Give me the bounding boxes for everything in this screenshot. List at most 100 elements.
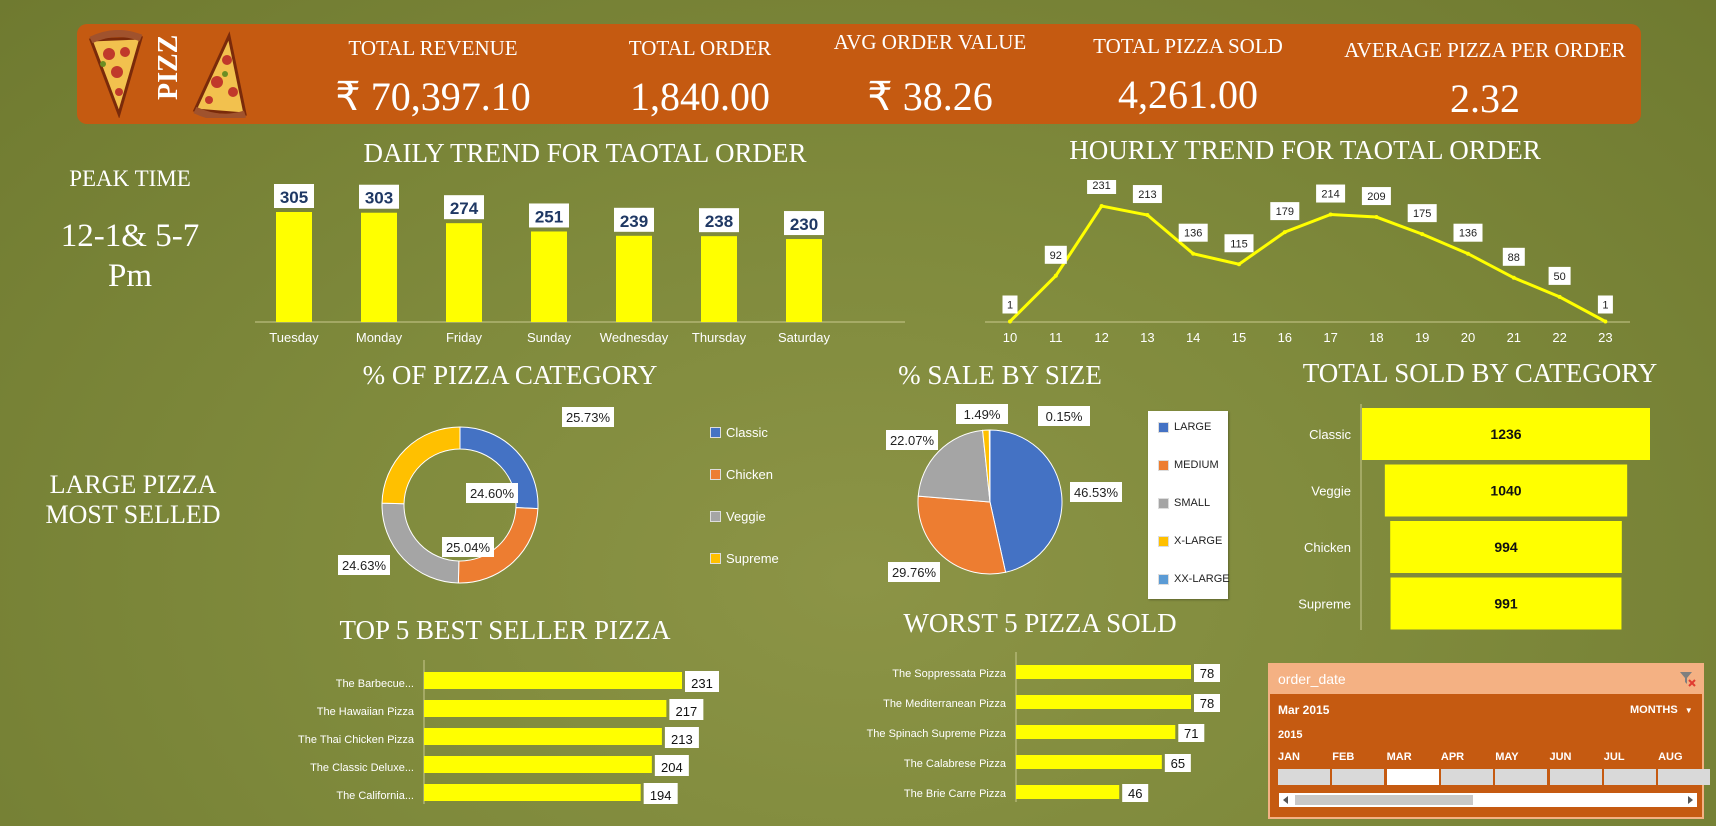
- data-label: 239: [620, 212, 648, 231]
- data-label: 217: [676, 704, 698, 719]
- month-tile-mar[interactable]: [1386, 769, 1439, 785]
- y-tick-label: Classic: [1309, 427, 1351, 442]
- hourly-trend-title: HOURLY TREND FOR TAOTAL ORDER: [1069, 135, 1541, 165]
- pizza-slice-icon: [88, 30, 144, 118]
- y-tick-label: The Classic Deluxe...: [310, 762, 414, 774]
- slicer-scrollbar[interactable]: [1279, 793, 1697, 807]
- scroll-right-icon[interactable]: [1685, 795, 1695, 805]
- data-label-box: [529, 203, 569, 228]
- data-label-box: [1361, 187, 1391, 206]
- data-label: 231: [1092, 180, 1110, 192]
- peak-time-value: 12-1& 5-7 Pm: [30, 216, 230, 296]
- data-label-box: [1178, 724, 1205, 742]
- month-label: AUG: [1658, 751, 1683, 763]
- daily-bar: [276, 212, 312, 322]
- bar: [424, 700, 667, 717]
- data-label-box: [669, 699, 704, 720]
- data-label-box: [1548, 266, 1571, 285]
- data-label-box: [654, 755, 689, 776]
- month-tile-jan[interactable]: [1278, 769, 1330, 785]
- month-label: JUN: [1549, 751, 1572, 763]
- x-tick-label: Thursday: [692, 330, 747, 345]
- scroll-thumb[interactable]: [1295, 795, 1473, 805]
- pizza-category-legend: Classic Chicken Veggie Supreme: [710, 425, 830, 585]
- month-label: MAY: [1495, 751, 1519, 763]
- data-label-box: [664, 727, 699, 748]
- pizza-category-chart: 25.73% 24.60% 25.04% 24.63%: [338, 407, 614, 584]
- hourly-trend-chart: 1109211231122131313614115151791621417209…: [985, 180, 1630, 345]
- data-label: 71: [1184, 726, 1198, 741]
- daily-bar: [361, 212, 397, 322]
- data-label: 251: [535, 207, 563, 226]
- legend-item: Classic: [710, 425, 768, 440]
- order-date-slicer[interactable]: order_date Mar 2015 MONTHS ▼ 2015 JAN FEB…: [1268, 663, 1711, 819]
- data-label: 92: [1050, 250, 1062, 262]
- kpi-avg-pizza-per-order: AVERAGE PIZZA PER ORDER 2.32: [1340, 38, 1630, 122]
- top5-chart: 231 The Barbecue... 217 The Hawaiian Pizza 2…: [298, 660, 719, 804]
- data-label: 24.60%: [470, 486, 515, 501]
- y-tick-label: Chicken: [1304, 540, 1351, 555]
- data-point: [1374, 215, 1379, 220]
- legend-item: Chicken: [710, 467, 773, 482]
- bar: [424, 784, 641, 801]
- y-tick-label: The Soppressata Pizza: [892, 668, 1007, 680]
- data-label: 991: [1494, 596, 1518, 612]
- data-label: 65: [1171, 756, 1185, 771]
- data-label: 136: [1184, 228, 1202, 240]
- data-label-box: [685, 671, 719, 692]
- data-label-box: [1070, 482, 1122, 502]
- pie-slice: [988, 429, 991, 503]
- sold-by-category-chart: 1236 Classic 1040 Veggie 994 Chicken 991 Suprem…: [1298, 404, 1650, 630]
- data-label: 78: [1200, 666, 1214, 681]
- data-label: 194: [650, 788, 672, 803]
- peak-time-line2: Pm: [107, 258, 153, 294]
- data-label-box: [1224, 234, 1254, 253]
- x-tick-label: Saturday: [778, 330, 831, 345]
- month-tile-may[interactable]: [1495, 769, 1548, 785]
- x-tick-label: 22: [1552, 330, 1566, 345]
- data-label: 230: [790, 215, 818, 234]
- kpi-avg-order-value: AVG ORDER VALUE ₹ 38.26: [820, 30, 1040, 120]
- legend-swatch: [1158, 497, 1169, 509]
- daily-bar: [446, 223, 482, 322]
- sold-by-category-title: TOTAL SOLD BY CATEGORY: [1302, 358, 1658, 388]
- kpi-total-order: TOTAL ORDER 1,840.00: [610, 36, 790, 120]
- data-label: 29.76%: [892, 565, 937, 580]
- slicer-title: order_date: [1278, 671, 1346, 687]
- legend-swatch: [710, 469, 721, 480]
- donut-slice: [381, 426, 461, 505]
- kpi-value: ₹ 70,397.10: [335, 74, 531, 119]
- month-tile-jul[interactable]: [1603, 769, 1656, 785]
- data-label: 24.63%: [342, 558, 387, 573]
- y-tick-label: The California...: [336, 790, 414, 802]
- data-label-box: [1453, 223, 1483, 242]
- month-tile-aug[interactable]: [1658, 769, 1711, 785]
- sale-by-size-chart: 46.53% 29.76% 22.07% 1.49% 0.15%: [886, 404, 1122, 582]
- kpi-value: 2.32: [1450, 76, 1520, 121]
- clear-filter-icon[interactable]: [1678, 669, 1696, 687]
- daily-trend-title: DAILY TREND FOR TAOTAL ORDER: [363, 138, 807, 168]
- data-point: [1099, 204, 1104, 208]
- kpi-label: AVG ORDER VALUE: [833, 30, 1027, 54]
- x-tick-label: 17: [1323, 330, 1337, 345]
- legend-label: Chicken: [726, 467, 773, 482]
- legend-label: Supreme: [726, 551, 779, 566]
- data-label: 1236: [1490, 426, 1521, 442]
- y-tick-label: The Mediterranean Pizza: [883, 698, 1007, 710]
- scroll-left-icon[interactable]: [1281, 795, 1291, 805]
- legend-label: LARGE: [1174, 421, 1212, 433]
- data-point: [1603, 319, 1608, 324]
- month-tile-jun[interactable]: [1549, 769, 1602, 785]
- month-tile-apr[interactable]: [1440, 769, 1493, 785]
- data-label-box: [1270, 202, 1300, 221]
- slicer-level-dropdown[interactable]: MONTHS ▼: [1630, 704, 1693, 716]
- x-tick-label: Friday: [446, 330, 483, 345]
- data-label: 175: [1413, 208, 1431, 220]
- x-tick-label: 11: [1049, 330, 1063, 345]
- data-point: [1282, 230, 1287, 235]
- month-tile-feb[interactable]: [1332, 769, 1385, 785]
- x-tick-label: Monday: [356, 330, 403, 345]
- pie-slice: [989, 429, 1063, 573]
- month-label: FEB: [1332, 751, 1355, 763]
- data-label: 88: [1508, 252, 1520, 264]
